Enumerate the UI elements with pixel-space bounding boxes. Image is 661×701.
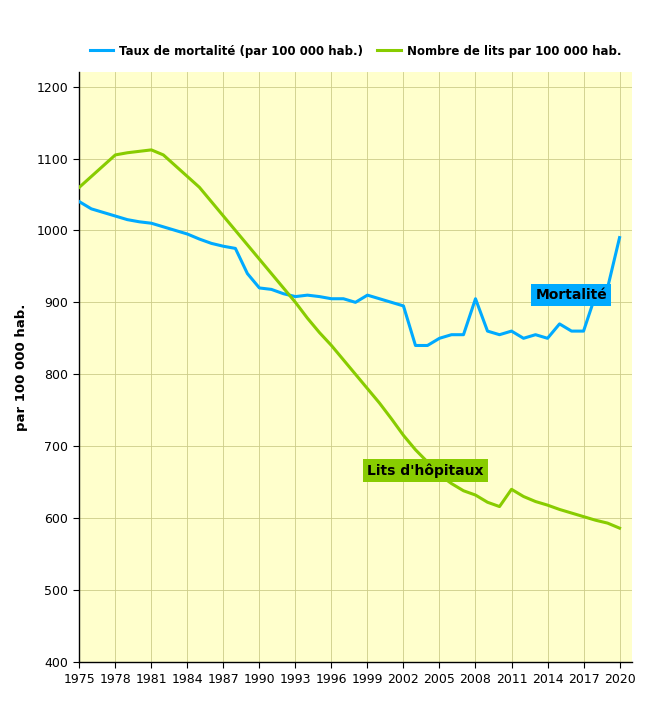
Text: Mortalité: Mortalité bbox=[535, 287, 607, 301]
Text: Lits d'hôpitaux: Lits d'hôpitaux bbox=[368, 463, 484, 478]
Y-axis label: par 100 000 hab.: par 100 000 hab. bbox=[15, 304, 28, 430]
Legend: Taux de mortalité (par 100 000 hab.), Nombre de lits par 100 000 hab.: Taux de mortalité (par 100 000 hab.), No… bbox=[85, 40, 626, 62]
